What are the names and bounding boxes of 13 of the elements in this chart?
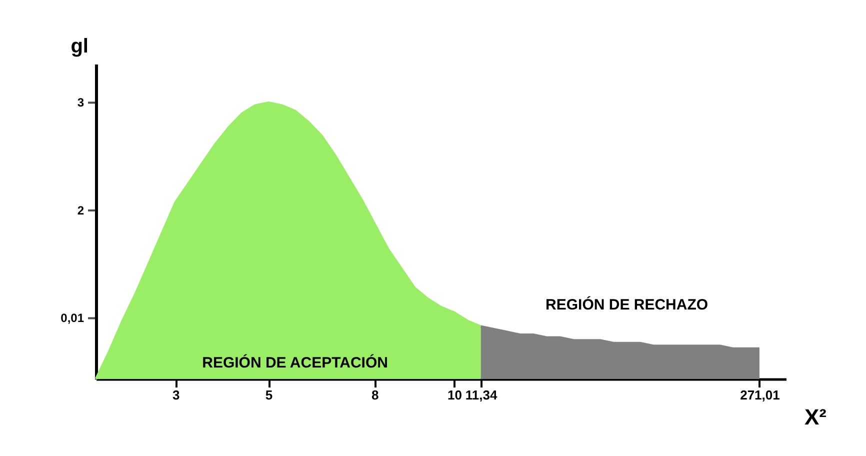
- y-axis-title: gl: [70, 36, 88, 58]
- x-tick-label: 5: [265, 388, 273, 402]
- text: 2: [77, 203, 84, 218]
- x-tick-label: 271,01: [740, 388, 780, 402]
- annotation: REGIÓN DE RECHAZO: [546, 295, 708, 314]
- text: 3: [77, 96, 84, 110]
- x-tick-label: 3: [172, 388, 180, 402]
- x-tick-label: 8: [372, 388, 379, 402]
- text: 0,01: [60, 311, 84, 326]
- x-tick-label: 11,34: [465, 388, 498, 402]
- annotation: REGIÓN DE ACEPTACIÓN: [202, 353, 388, 372]
- x-axis-title: X²: [804, 404, 826, 430]
- x-tick-label: 10: [448, 388, 462, 402]
